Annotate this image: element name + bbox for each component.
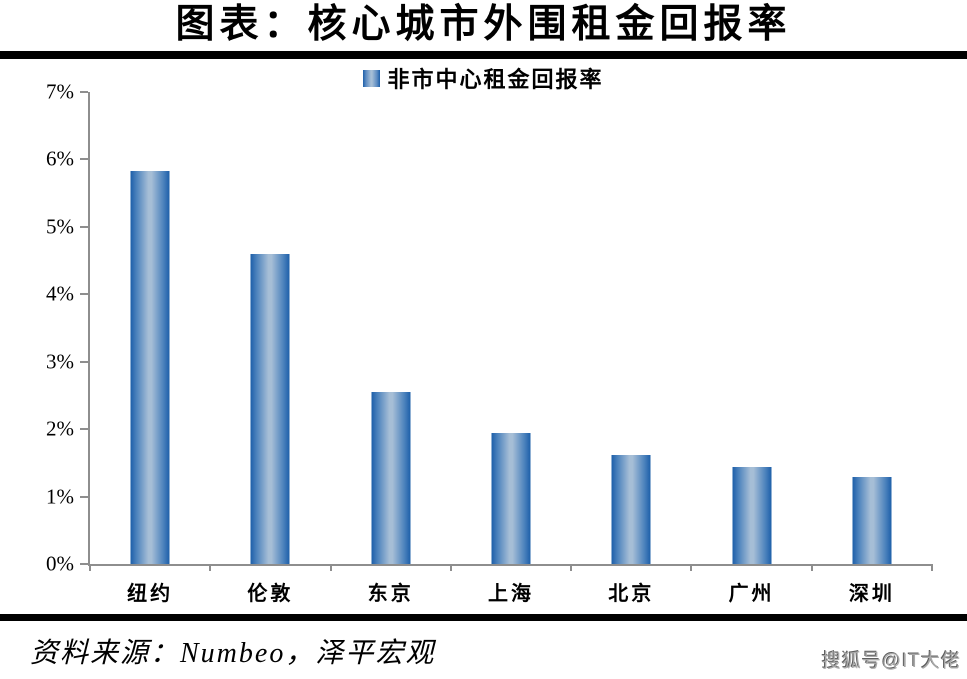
x-axis-category-label-london: 伦敦 (247, 583, 294, 605)
y-axis-tick-label: 5% (46, 214, 74, 239)
x-axis-tick-mark (690, 564, 693, 571)
y-axis-tick-label: 1% (46, 484, 74, 509)
x-axis-tick-mark (570, 564, 573, 571)
y-axis-tick-mark (80, 360, 88, 363)
bar-new-york (130, 170, 170, 564)
x-axis-tick-mark (931, 564, 933, 571)
x-axis-tick-mark (89, 564, 91, 571)
y-axis-tick-label: 3% (46, 349, 74, 374)
y-axis-tick-mark (80, 293, 88, 296)
top-divider (0, 51, 967, 59)
bar-shanghai (491, 432, 531, 564)
x-axis-tick-mark (209, 564, 212, 571)
legend-label: 非市中心租金回报率 (387, 67, 604, 92)
chart-title: 图表：核心城市外围租金回报率 (175, 3, 792, 46)
bar-tokyo (371, 392, 411, 564)
y-axis-tick-label: 7% (46, 79, 74, 104)
x-axis-category-label-guangzhou: 广州 (728, 583, 775, 605)
bar-london (250, 253, 290, 564)
bar-shenzhen (852, 477, 892, 564)
y-axis-tick-label: 6% (46, 146, 74, 171)
x-axis-category-label-beijing: 北京 (608, 583, 655, 605)
source-note: 资料来源：Numbeo，泽平宏观 (30, 638, 436, 669)
y-axis-tick-mark (80, 563, 88, 565)
x-axis-category-label-tokyo: 东京 (367, 583, 414, 605)
bottom-divider (0, 614, 967, 621)
watermark: 搜狐号@IT大佬 (821, 651, 961, 672)
y-axis-tick-label: 0% (46, 551, 74, 576)
bar-guangzhou (732, 466, 772, 564)
y-axis-tick-mark (80, 225, 88, 228)
y-axis-tick-mark (80, 495, 88, 498)
y-axis-tick-label: 4% (46, 281, 74, 306)
y-axis-tick-mark (80, 158, 88, 161)
legend: 非市中心租金回报率 (0, 64, 967, 92)
y-axis-tick-mark (80, 428, 88, 431)
x-axis-tick-mark (810, 564, 813, 571)
x-axis-tick-mark (329, 564, 332, 571)
plot-area: 0% 1% 2% 3% 4% 5% 6% 7% 纽约 伦敦 东京 上海 北京 广州 深圳 (46, 80, 933, 605)
x-axis-tick-mark (449, 564, 452, 571)
x-axis-category-label-new-york: 纽约 (127, 583, 174, 605)
legend-swatch-icon (363, 69, 381, 87)
bar-beijing (611, 454, 651, 564)
x-axis-category-label-shenzhen: 深圳 (848, 583, 895, 605)
y-axis-tick-mark (80, 91, 88, 93)
x-axis-category-label-shanghai: 上海 (488, 583, 534, 605)
y-axis-tick-label: 2% (46, 416, 74, 441)
